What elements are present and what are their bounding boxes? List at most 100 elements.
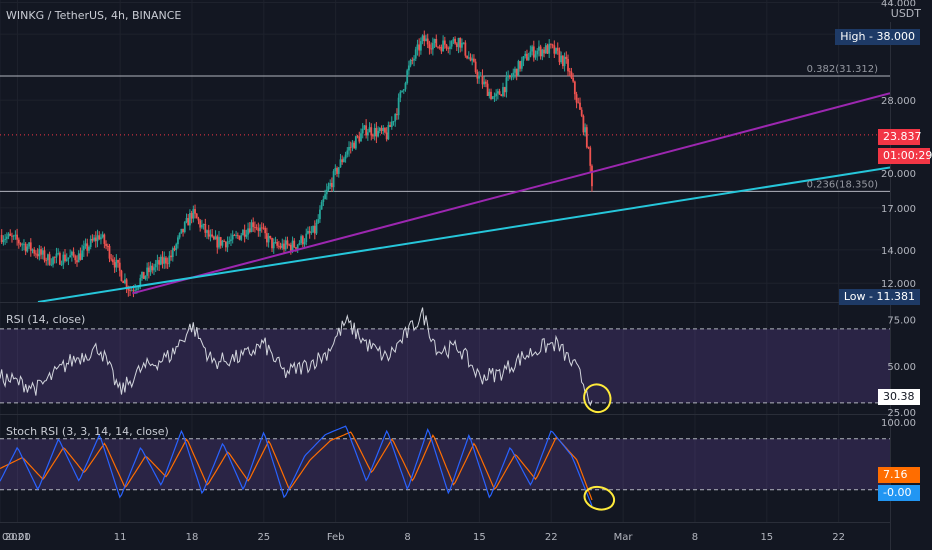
candle-body (505, 77, 508, 93)
candle-body (265, 233, 268, 243)
cyan-trendline[interactable] (37, 166, 891, 303)
candle-body (541, 49, 544, 57)
candle-body (447, 48, 450, 49)
price-tick-label: 28.000 (881, 96, 916, 107)
stoch-tick-label: 100.00 (881, 418, 916, 429)
candle-body (110, 258, 113, 260)
candle-body (428, 44, 431, 49)
stoch-axis[interactable]: 100.00 (881, 418, 916, 429)
rsi-title[interactable]: RSI (14, close) (6, 313, 86, 326)
candle-body (522, 56, 525, 61)
candle-body (125, 279, 128, 289)
candle-body (76, 260, 78, 263)
candle-body (82, 246, 85, 251)
candle-body (112, 259, 114, 263)
time-tick-label: 25 (257, 532, 270, 543)
candle-body (238, 235, 241, 240)
candle-body (546, 45, 549, 54)
candle-body (122, 281, 125, 284)
candle-body (219, 237, 222, 246)
rsi-pane[interactable] (0, 307, 890, 417)
candle-body (276, 242, 279, 246)
candle-body (423, 35, 426, 42)
candle-body (495, 93, 498, 97)
candle-body (9, 233, 12, 236)
price-pane[interactable]: 0.382(31.312) 0.236(18.350) (0, 30, 891, 303)
candle-body (79, 253, 82, 260)
candle-body (551, 44, 554, 46)
candle-body (236, 235, 239, 236)
candle-body (209, 234, 212, 237)
candle-body (452, 38, 455, 42)
candle-body (450, 41, 453, 47)
stoch-rsi-title[interactable]: Stoch RSI (3, 3, 14, 14, close) (6, 425, 169, 438)
candle-body (190, 213, 193, 219)
candle-body (500, 94, 503, 97)
candle-body (368, 127, 371, 133)
candle-body (235, 235, 238, 236)
candle-body (185, 218, 188, 223)
candle-body (529, 51, 532, 58)
candle-body (409, 59, 412, 66)
candle-body (177, 237, 179, 245)
candle-body (153, 267, 155, 271)
candle-body (130, 290, 133, 292)
candle-body (534, 54, 537, 58)
candle-body (387, 125, 390, 140)
rsi-value-tag: 30.38 (878, 389, 920, 405)
candle-body (202, 223, 205, 226)
candle-body (507, 75, 510, 78)
candle-body (40, 249, 42, 255)
candle-body (223, 240, 226, 242)
candle-body (154, 263, 157, 268)
candle-body (159, 256, 162, 265)
candle-body (230, 239, 232, 241)
grid-lines (0, 0, 890, 522)
symbol-title[interactable]: WINKG / TetherUS, 4h, BINANCE (6, 9, 182, 22)
candle-body (397, 97, 400, 116)
candle-body (11, 235, 13, 237)
candle-body (313, 225, 316, 234)
candle-body (479, 75, 482, 77)
currency-label[interactable]: USDT (885, 6, 926, 22)
candle-body (52, 257, 54, 265)
candle-body (319, 209, 321, 220)
candle-body (257, 228, 260, 232)
candle-body (580, 109, 583, 116)
candle-body (67, 257, 70, 260)
stoch-rsi-pane[interactable] (0, 425, 890, 513)
candle-body (418, 44, 421, 51)
candle-body (442, 40, 445, 52)
candle-body (16, 234, 19, 240)
candle-body (118, 262, 121, 271)
candle-body (298, 243, 301, 245)
candle-body (279, 245, 282, 248)
candle-body (226, 241, 229, 248)
candle-body (558, 50, 561, 63)
candle-body (563, 56, 566, 67)
candle-body (394, 113, 397, 122)
candle-body (216, 236, 219, 248)
candle-body (589, 147, 592, 166)
candle-body (375, 127, 378, 137)
candle-body (356, 136, 359, 138)
stoch-d-line (0, 431, 593, 501)
candle-body (132, 290, 135, 292)
candle-body (197, 218, 200, 221)
candle-body (315, 222, 318, 234)
candle-body (242, 229, 244, 236)
candle-body (517, 61, 520, 76)
candle-body (165, 257, 167, 264)
candle-body (483, 81, 486, 85)
purple-trendline[interactable] (132, 92, 891, 295)
candle-body (91, 238, 94, 241)
candle-body (519, 61, 522, 69)
candle-body (117, 259, 119, 263)
candle-body (272, 242, 275, 249)
candle-body (19, 243, 22, 245)
low-label: Low (843, 290, 866, 303)
rsi-axis[interactable]: 75.00 50.00 25.00 (887, 316, 916, 420)
candle-body (281, 243, 284, 248)
